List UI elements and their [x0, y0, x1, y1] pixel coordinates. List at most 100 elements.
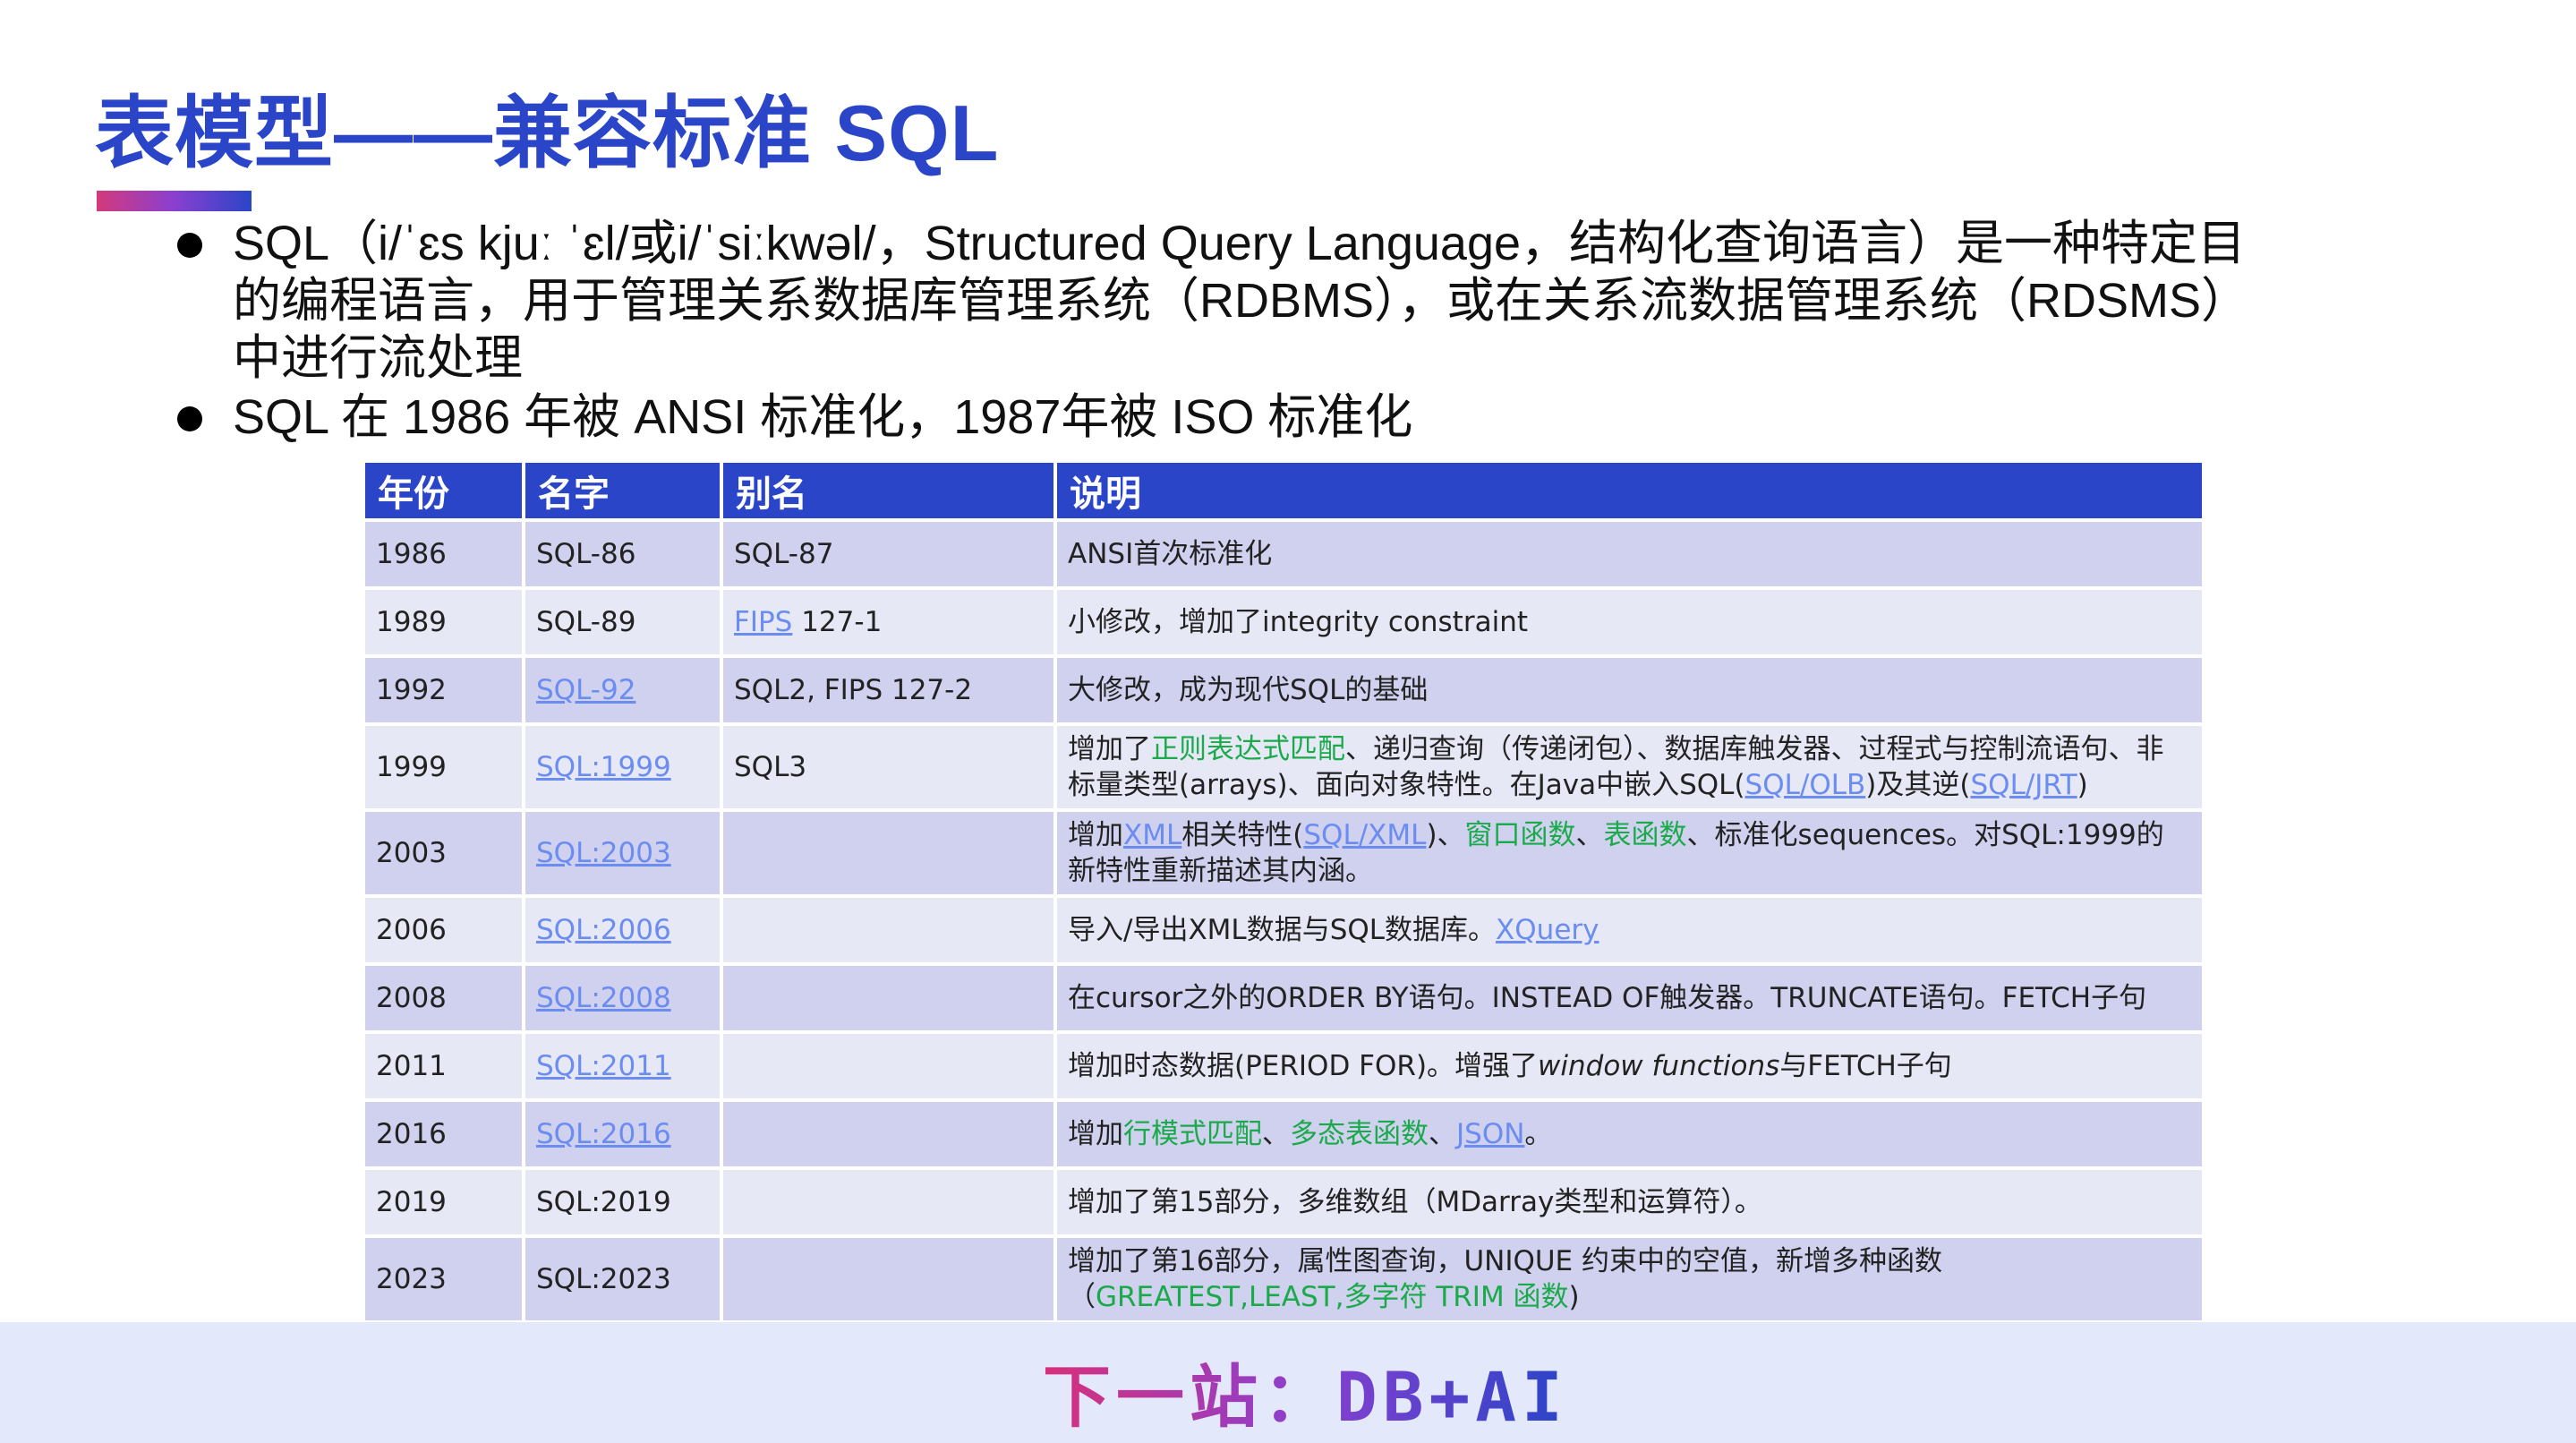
cell-description-text: 、标准化sequences。对SQL:1999的新特性重新描述其内涵。 — [1068, 819, 2164, 887]
cell-description-link[interactable]: SQL/OLB — [1744, 769, 1866, 801]
cell-alias-link[interactable]: FIPS — [734, 606, 793, 638]
cell-name: SQL:1999 — [525, 726, 720, 808]
cell-description: 增加了第15部分，多维数组（MDarray类型和运算符）。 — [1057, 1170, 2202, 1234]
footer-text: 下一站：DB+AI — [1043, 1342, 1568, 1440]
cell-description-text: 增加了第16部分，属性图查询，UNIQUE 约束中的空值，新增多种函数（ — [1068, 1245, 1942, 1313]
footer-banner: 下一站：DB+AI — [0, 1322, 2576, 1443]
cell-name-text: SQL-86 — [536, 538, 636, 570]
cell-year: 1989 — [365, 590, 522, 654]
header-alias: 别名 — [723, 463, 1053, 518]
bullet-item: SQL 在 1986 年被 ANSI 标准化，1987年被 ISO 标准化 — [175, 388, 2278, 446]
cell-description: 增加XML相关特性(SQL/XML)、窗口函数、表函数、标准化sequences… — [1057, 812, 2202, 894]
cell-description-text: 表函数 — [1603, 819, 1687, 851]
cell-description-text: window functions — [1538, 1050, 1780, 1082]
page-title: 表模型——兼容标准 SQL — [95, 89, 1000, 177]
cell-description-text: 相关特性( — [1181, 819, 1304, 851]
table-body: 1986 SQL-86 SQL-87 ANSI首次标准化 1989 SQL-89 FIPS … — [365, 522, 2202, 1320]
table-row: 2019 SQL:2019 增加了第15部分，多维数组（MDarray类型和运算符）… — [365, 1170, 2202, 1234]
cell-description-link[interactable]: XML — [1123, 819, 1182, 851]
bullet-text: SQL（i/ˈɛs kjuː ˈɛl/或i/ˈsiːkwəl/，Structur… — [233, 217, 2250, 385]
cell-alias: FIPS 127-1 — [723, 590, 1053, 654]
cell-description-text: 导入/导出XML数据与SQL数据库。 — [1068, 914, 1497, 946]
cell-name: SQL-92 — [525, 658, 720, 722]
cell-name: SQL-86 — [525, 522, 720, 586]
cell-year: 1986 — [365, 522, 522, 586]
cell-description: 增加时态数据(PERIOD FOR)。增强了window functions与F… — [1057, 1034, 2202, 1098]
cell-description-text: ) — [1568, 1281, 1580, 1313]
cell-description-text: 增加时态数据(PERIOD FOR)。增强了 — [1068, 1050, 1539, 1082]
title-accent-bar — [97, 191, 252, 211]
cell-description-text: 与FETCH子句 — [1779, 1050, 1952, 1082]
cell-name-text: SQL:2019 — [536, 1186, 671, 1218]
table-row: 2008 SQL:2008 在cursor之外的ORDER BY语句。INSTEAD… — [365, 966, 2202, 1030]
cell-alias-text: SQL3 — [734, 751, 807, 783]
cell-description-link[interactable]: SQL/XML — [1303, 819, 1427, 851]
cell-alias — [723, 966, 1053, 1030]
cell-name: SQL:2023 — [525, 1238, 720, 1320]
cell-alias — [723, 1170, 1053, 1234]
table-row: 1986 SQL-86 SQL-87 ANSI首次标准化 — [365, 522, 2202, 586]
cell-year: 2003 — [365, 812, 522, 894]
cell-name: SQL-89 — [525, 590, 720, 654]
bullet-dot-icon — [177, 233, 202, 258]
table-row: 2003 SQL:2003 增加XML相关特性(SQL/XML)、窗口函数、表函数、… — [365, 812, 2202, 894]
cell-year: 2008 — [365, 966, 522, 1030]
cell-name: SQL:2003 — [525, 812, 720, 894]
cell-name-text: SQL:2023 — [536, 1263, 671, 1295]
table-row: 2006 SQL:2006 导入/导出XML数据与SQL数据库。XQuery — [365, 898, 2202, 962]
cell-name-link[interactable]: SQL:1999 — [536, 751, 671, 783]
cell-description-link[interactable]: SQL/JRT — [1970, 769, 2077, 801]
cell-description-text: 、递归查询（传递闭包）、数据库触发器、过程式与控制流语句、非标量类型(array… — [1068, 733, 2164, 801]
cell-year: 1992 — [365, 658, 522, 722]
cell-alias — [723, 1034, 1053, 1098]
cell-description: 小修改，增加了integrity constraint — [1057, 590, 2202, 654]
table-row: 2023 SQL:2023 增加了第16部分，属性图查询，UNIQUE 约束中的空值… — [365, 1238, 2202, 1320]
cell-name-link[interactable]: SQL:2016 — [536, 1118, 671, 1150]
cell-name-link[interactable]: SQL:2003 — [536, 837, 671, 869]
cell-description: 增加行模式匹配、多态表函数、JSON。 — [1057, 1102, 2202, 1166]
cell-year: 2019 — [365, 1170, 522, 1234]
cell-description-text: 小修改，增加了integrity constraint — [1068, 606, 1528, 638]
bullet-list: SQL（i/ˈɛs kjuː ˈɛl/或i/ˈsiːkwəl/，Structur… — [175, 215, 2278, 448]
cell-description-text: ANSI首次标准化 — [1068, 538, 1273, 570]
cell-description-text: 增加 — [1068, 819, 1123, 851]
cell-description-text: 大修改，成为现代SQL的基础 — [1068, 674, 1429, 706]
table-row: 2016 SQL:2016 增加行模式匹配、多态表函数、JSON。 — [365, 1102, 2202, 1166]
cell-description-text: ) — [2077, 769, 2088, 801]
cell-description-text: )、 — [1426, 819, 1465, 851]
cell-alias — [723, 812, 1053, 894]
table-header-row: 年份 名字 别名 说明 — [365, 463, 2202, 518]
cell-description-link[interactable]: JSON — [1456, 1118, 1525, 1150]
cell-description-text: 多态表函数 — [1290, 1118, 1429, 1150]
cell-name-link[interactable]: SQL:2006 — [536, 914, 671, 946]
cell-name-link[interactable]: SQL-92 — [536, 674, 636, 706]
table-row: 2011 SQL:2011 增加时态数据(PERIOD FOR)。增强了window… — [365, 1034, 2202, 1098]
cell-name: SQL:2011 — [525, 1034, 720, 1098]
cell-alias — [723, 898, 1053, 962]
header-year: 年份 — [365, 463, 522, 518]
bullet-item: SQL（i/ˈɛs kjuː ˈɛl/或i/ˈsiːkwəl/，Structur… — [175, 215, 2278, 387]
cell-alias — [723, 1102, 1053, 1166]
cell-name: SQL:2008 — [525, 966, 720, 1030]
cell-description-link[interactable]: XQuery — [1496, 914, 1599, 946]
cell-description: 增加了正则表达式匹配、递归查询（传递闭包）、数据库触发器、过程式与控制流语句、非… — [1057, 726, 2202, 808]
header-description: 说明 — [1057, 463, 2202, 518]
cell-description-text: 、 — [1575, 819, 1604, 851]
cell-description-text: 、 — [1429, 1118, 1456, 1150]
cell-name-text: SQL-89 — [536, 606, 636, 638]
cell-name: SQL:2019 — [525, 1170, 720, 1234]
cell-description-text: 、 — [1262, 1118, 1290, 1150]
cell-description-text: 增加了第15部分，多维数组（MDarray类型和运算符）。 — [1068, 1186, 1762, 1218]
cell-name-link[interactable]: SQL:2011 — [536, 1050, 671, 1082]
cell-year: 2011 — [365, 1034, 522, 1098]
cell-name-link[interactable]: SQL:2008 — [536, 982, 671, 1014]
cell-description: ANSI首次标准化 — [1057, 522, 2202, 586]
sql-standards-table: 年份 名字 别名 说明 1986 SQL-86 SQL-87 ANSI首次标准化 198… — [362, 459, 2205, 1324]
cell-description: 增加了第16部分，属性图查询，UNIQUE 约束中的空值，新增多种函数（GREA… — [1057, 1238, 2202, 1320]
bullet-text: SQL 在 1986 年被 ANSI 标准化，1987年被 ISO 标准化 — [233, 390, 1413, 444]
cell-description-text: GREATEST,LEAST,多字符 TRIM 函数 — [1096, 1281, 1569, 1313]
table-row: 1999 SQL:1999 SQL3 增加了正则表达式匹配、递归查询（传递闭包）、数据… — [365, 726, 2202, 808]
cell-alias — [723, 1238, 1053, 1320]
cell-description-text: 增加了 — [1068, 733, 1151, 765]
cell-description: 大修改，成为现代SQL的基础 — [1057, 658, 2202, 722]
